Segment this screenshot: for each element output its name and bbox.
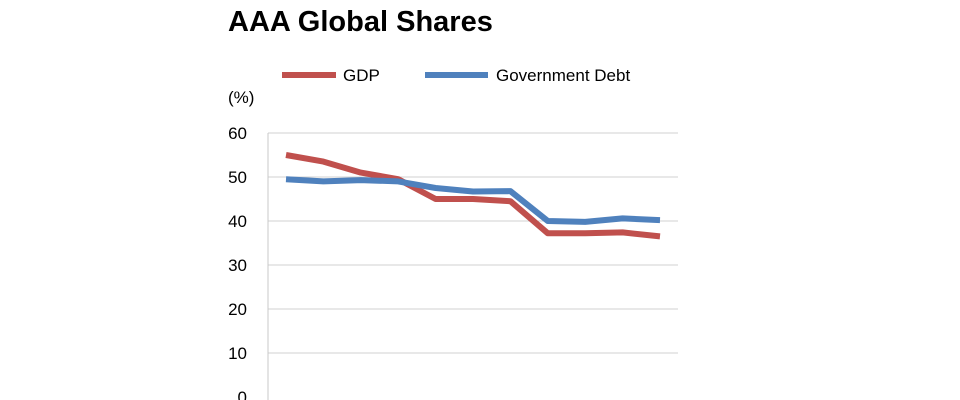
y-tick-label: 10 [228, 344, 247, 363]
y-tick-label: 40 [228, 212, 247, 231]
y-axis-unit-label: (%) [228, 88, 254, 107]
series-line [285, 152, 661, 240]
y-tick-label: 30 [228, 256, 247, 275]
legend-label: Government Debt [496, 66, 630, 85]
y-tick-label: 50 [228, 168, 247, 187]
y-tick-label: 20 [228, 300, 247, 319]
y-tick-label: 60 [228, 124, 247, 143]
series-line [285, 176, 661, 225]
y-tick-label: 0 [238, 388, 247, 400]
legend-label: GDP [343, 66, 380, 85]
chart-title: AAA Global Shares [228, 6, 493, 38]
